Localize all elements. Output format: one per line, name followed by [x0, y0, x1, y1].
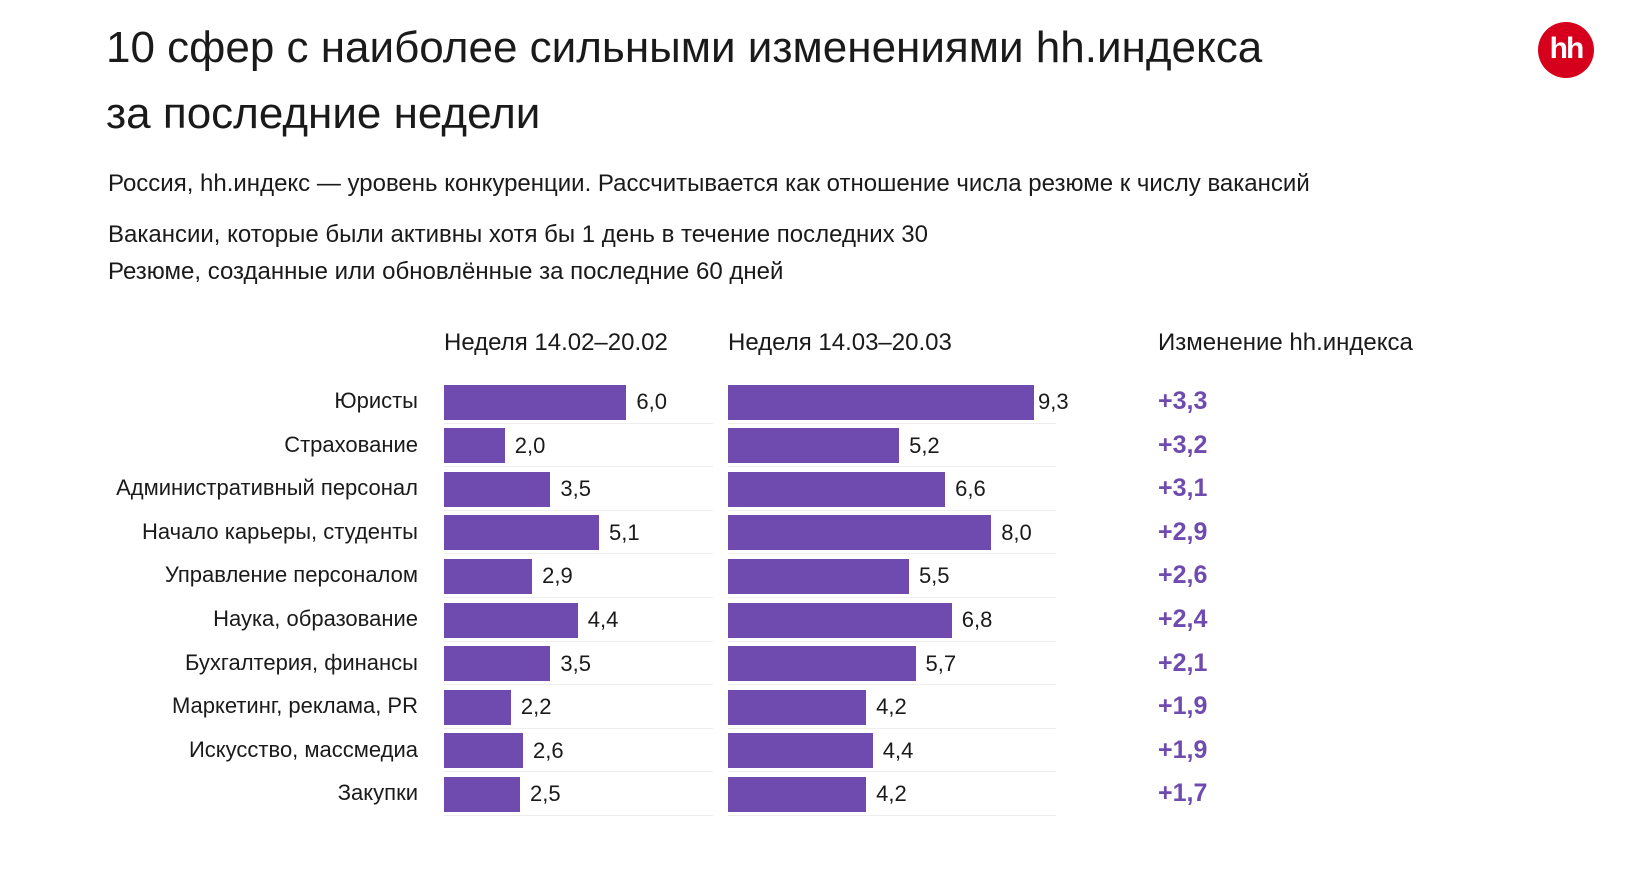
category-label: Начало карьеры, студенты: [141, 518, 418, 544]
series-header-2: Неделя 14.03–20.03: [728, 329, 952, 356]
row-separator: [444, 640, 713, 642]
data-label-series-1: 2,6: [533, 737, 564, 763]
data-label-series-1: 2,2: [520, 694, 552, 720]
data-label-series-2: 4,2: [876, 694, 907, 720]
data-label-series-1: 2,0: [514, 432, 546, 458]
data-label-series-2: 5,2: [909, 432, 940, 458]
row-separator: [444, 422, 713, 424]
data-label-series-1: 2,5: [530, 781, 561, 807]
bar-series-1: [444, 602, 578, 638]
bar-series-1: [444, 558, 533, 594]
data-label-series-2: 5,7: [925, 650, 957, 676]
data-label-series-2: 5,5: [918, 563, 950, 589]
series-header-1: Неделя 14.02–20.02: [444, 329, 668, 356]
change-value: +1,7: [1158, 779, 1208, 808]
category-label: Маркетинг, реклама, PR: [171, 693, 418, 719]
change-value: +2,1: [1158, 648, 1208, 677]
row-separator: [728, 553, 1056, 555]
bar-series-1: [444, 733, 524, 769]
data-label-series-1: 6,0: [636, 389, 667, 414]
data-label-series-2: 6,6: [955, 476, 986, 502]
bar-series-2: [728, 689, 867, 725]
data-label-series-1: 2,9: [542, 563, 573, 589]
row-separator: [728, 509, 1056, 511]
data-label-series-2: 4,2: [876, 781, 907, 807]
bar-series-1: [444, 515, 600, 551]
change-value: +2,9: [1158, 517, 1208, 546]
category-label: Искусство, массмедиа: [188, 736, 418, 762]
bar-series-2: [728, 471, 946, 507]
change-value: +2,4: [1158, 605, 1208, 633]
category-label: Страхование: [284, 431, 418, 457]
row-separator: [728, 466, 1056, 468]
row-separator: [444, 596, 713, 598]
bar-series-2: [728, 602, 952, 638]
change-header: Изменение hh.индекса: [1158, 329, 1413, 356]
chart-title-line-1: 10 сфер с наиболее сильными изменениями …: [106, 23, 1263, 72]
data-label-series-2: 8,0: [1001, 519, 1032, 545]
category-label: Наука, образование: [213, 606, 418, 631]
bar-series-2: [728, 428, 900, 464]
row-separator: [728, 684, 1056, 686]
change-value: +1,9: [1158, 692, 1208, 721]
note-resumes: Резюме, созданные или обновлённые за пос…: [108, 258, 784, 285]
category-label: Управление персоналом: [164, 562, 418, 588]
data-label-series-1: 3,5: [560, 476, 591, 502]
row-separator: [444, 466, 713, 468]
row-separator: [444, 509, 713, 511]
row-separator: [444, 684, 713, 686]
row-separator: [728, 596, 1056, 598]
row-separator: [444, 553, 713, 555]
bar-series-2: [728, 384, 1034, 420]
change-value: +1,9: [1158, 735, 1208, 764]
category-label: Закупки: [337, 780, 418, 806]
bar-series-2: [728, 515, 992, 551]
bar-series-1: [444, 689, 511, 725]
row-separator: [728, 640, 1056, 642]
bar-series-2: [728, 733, 873, 769]
hh-logo: hh: [1538, 22, 1594, 78]
change-value: +3,1: [1158, 474, 1208, 503]
change-value: +3,3: [1158, 387, 1208, 415]
category-label: Бухгалтерия, финансы: [184, 649, 418, 675]
data-label-series-2: 4,4: [882, 737, 914, 763]
bar-series-2: [728, 558, 909, 594]
change-value: +3,2: [1158, 430, 1208, 459]
note-vacancies: Вакансии, которые были активны хотя бы 1…: [108, 221, 928, 248]
bar-series-1: [444, 471, 551, 507]
row-separator: [728, 814, 1056, 816]
row-separator: [444, 814, 713, 816]
data-label-series-1: 4,4: [587, 607, 619, 632]
data-label-series-1: 5,1: [609, 519, 640, 545]
data-label-series-2: 9,3: [1037, 389, 1069, 414]
chart-title-line-2: за последние недели: [106, 89, 541, 138]
row-separator: [728, 727, 1056, 729]
row-separator: [728, 771, 1056, 773]
row-separator: [728, 422, 1056, 424]
change-value: +2,6: [1158, 561, 1208, 590]
data-label-series-1: 3,5: [560, 650, 591, 676]
row-separator: [444, 727, 713, 729]
chart-subtitle: Россия, hh.индекс — уровень конкуренции.…: [108, 170, 1310, 197]
category-label: Административный персонал: [116, 475, 418, 501]
bar-series-1: [444, 428, 505, 464]
bar-series-2: [728, 776, 867, 812]
data-label-series-2: 6,8: [961, 607, 993, 632]
bar-series-1: [444, 646, 551, 682]
bar-series-1: [444, 776, 520, 812]
row-separator: [444, 771, 713, 773]
category-label: Юристы: [334, 388, 418, 413]
bar-series-1: [444, 384, 627, 420]
bar-series-2: [728, 646, 916, 682]
